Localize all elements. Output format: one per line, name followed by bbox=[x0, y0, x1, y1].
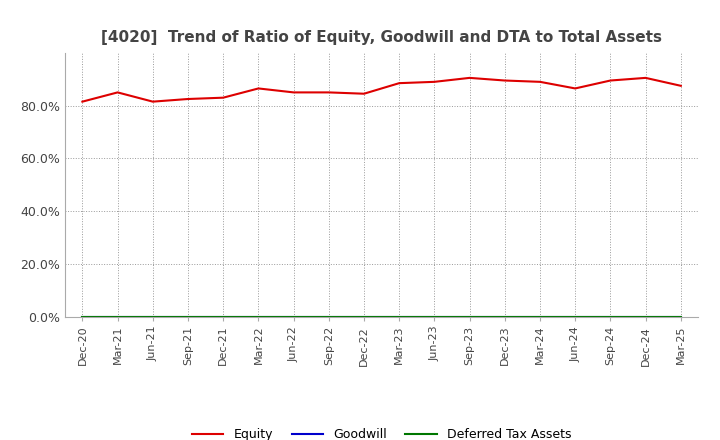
Title: [4020]  Trend of Ratio of Equity, Goodwill and DTA to Total Assets: [4020] Trend of Ratio of Equity, Goodwil… bbox=[101, 29, 662, 45]
Equity bbox=[465, 75, 474, 81]
Goodwill bbox=[500, 314, 509, 319]
Equity bbox=[500, 78, 509, 83]
Equity bbox=[677, 83, 685, 88]
Goodwill bbox=[254, 314, 263, 319]
Equity bbox=[571, 86, 580, 91]
Deferred Tax Assets bbox=[642, 314, 650, 319]
Equity bbox=[325, 90, 333, 95]
Deferred Tax Assets bbox=[465, 314, 474, 319]
Equity bbox=[254, 86, 263, 91]
Equity bbox=[78, 99, 86, 104]
Deferred Tax Assets bbox=[113, 314, 122, 319]
Goodwill bbox=[395, 314, 403, 319]
Deferred Tax Assets bbox=[571, 314, 580, 319]
Deferred Tax Assets bbox=[289, 314, 298, 319]
Equity bbox=[148, 99, 157, 104]
Equity bbox=[642, 75, 650, 81]
Goodwill bbox=[325, 314, 333, 319]
Goodwill bbox=[536, 314, 544, 319]
Deferred Tax Assets bbox=[395, 314, 403, 319]
Deferred Tax Assets bbox=[360, 314, 369, 319]
Deferred Tax Assets bbox=[184, 314, 192, 319]
Equity bbox=[360, 91, 369, 96]
Deferred Tax Assets bbox=[148, 314, 157, 319]
Equity bbox=[219, 95, 228, 100]
Goodwill bbox=[642, 314, 650, 319]
Equity bbox=[395, 81, 403, 86]
Deferred Tax Assets bbox=[219, 314, 228, 319]
Goodwill bbox=[677, 314, 685, 319]
Goodwill bbox=[289, 314, 298, 319]
Equity bbox=[606, 78, 615, 83]
Goodwill bbox=[465, 314, 474, 319]
Deferred Tax Assets bbox=[254, 314, 263, 319]
Deferred Tax Assets bbox=[325, 314, 333, 319]
Deferred Tax Assets bbox=[500, 314, 509, 319]
Goodwill bbox=[360, 314, 369, 319]
Goodwill bbox=[606, 314, 615, 319]
Deferred Tax Assets bbox=[430, 314, 438, 319]
Equity bbox=[430, 79, 438, 84]
Goodwill bbox=[430, 314, 438, 319]
Deferred Tax Assets bbox=[536, 314, 544, 319]
Equity bbox=[289, 90, 298, 95]
Goodwill bbox=[571, 314, 580, 319]
Equity bbox=[113, 90, 122, 95]
Deferred Tax Assets bbox=[606, 314, 615, 319]
Goodwill bbox=[78, 314, 86, 319]
Equity bbox=[536, 79, 544, 84]
Deferred Tax Assets bbox=[78, 314, 86, 319]
Goodwill bbox=[113, 314, 122, 319]
Line: Equity: Equity bbox=[82, 78, 681, 102]
Goodwill bbox=[219, 314, 228, 319]
Legend: Equity, Goodwill, Deferred Tax Assets: Equity, Goodwill, Deferred Tax Assets bbox=[187, 423, 576, 440]
Goodwill bbox=[184, 314, 192, 319]
Equity bbox=[184, 96, 192, 102]
Goodwill bbox=[148, 314, 157, 319]
Deferred Tax Assets bbox=[677, 314, 685, 319]
